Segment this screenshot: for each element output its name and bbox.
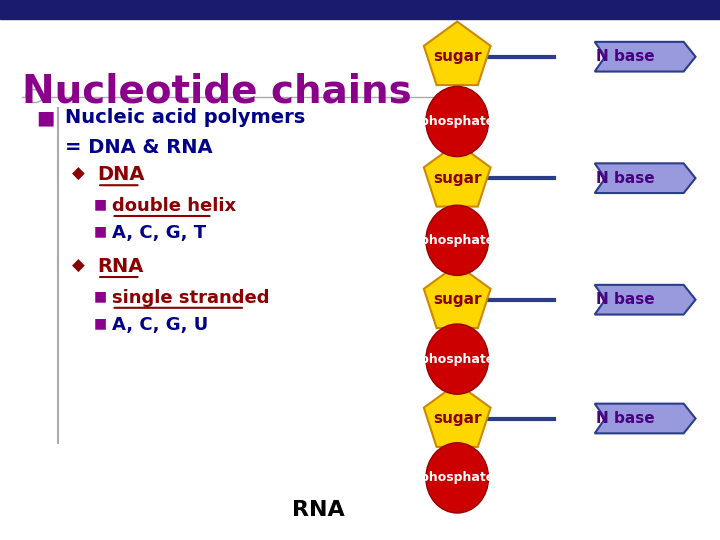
Text: phosphate: phosphate [420,471,495,484]
Text: N base: N base [595,411,654,426]
Ellipse shape [426,324,488,394]
Text: N base: N base [595,171,654,186]
Text: ■: ■ [36,108,55,127]
Text: ■: ■ [94,289,107,303]
Text: double helix: double helix [112,197,235,215]
Polygon shape [424,265,490,328]
Circle shape [26,90,43,103]
Text: ◆: ◆ [72,256,85,274]
Text: single stranded: single stranded [112,289,269,307]
Text: = DNA & RNA: = DNA & RNA [65,138,212,157]
Text: RNA: RNA [97,256,143,275]
Ellipse shape [426,86,488,157]
Text: A, C, G, U: A, C, G, U [112,316,208,334]
Text: sugar: sugar [433,292,482,307]
Ellipse shape [426,205,488,275]
Text: N base: N base [595,49,654,64]
Text: ■: ■ [94,316,107,330]
Polygon shape [595,163,696,193]
Polygon shape [424,383,490,447]
Polygon shape [424,22,490,85]
Text: sugar: sugar [433,411,482,426]
Text: DNA: DNA [97,165,145,184]
Text: RNA: RNA [292,500,344,519]
Text: phosphate: phosphate [420,353,495,366]
Text: sugar: sugar [433,49,482,64]
Text: Nucleic acid polymers: Nucleic acid polymers [65,108,305,127]
Polygon shape [424,143,490,207]
Text: phosphate: phosphate [420,234,495,247]
Text: sugar: sugar [433,171,482,186]
Bar [0,0,720,19]
Text: ■: ■ [94,224,107,238]
Polygon shape [595,42,696,71]
Text: ■: ■ [94,197,107,211]
Polygon shape [595,404,696,433]
Text: N base: N base [595,292,654,307]
Text: A, C, G, T: A, C, G, T [112,224,206,242]
Text: Nucleotide chains: Nucleotide chains [22,73,411,111]
Ellipse shape [426,443,488,513]
Text: ◆: ◆ [72,165,85,183]
Text: phosphate: phosphate [420,115,495,128]
Polygon shape [595,285,696,314]
